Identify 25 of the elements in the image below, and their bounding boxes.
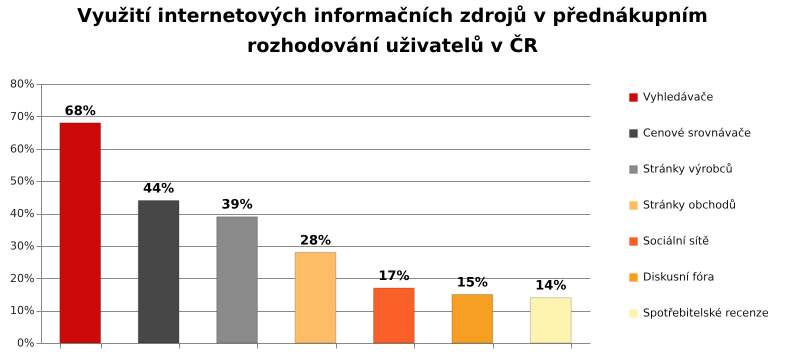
y-tick-label: 60% [10, 142, 34, 156]
data-label: 17% [378, 268, 410, 284]
y-tick-label: 0% [17, 336, 34, 350]
y-tick-label: 20% [10, 272, 34, 285]
legend-label: Stránky obchodů [643, 198, 736, 212]
y-tick-label: 30% [10, 239, 34, 252]
y-tick-label: 40% [10, 207, 34, 220]
y-tick-label: 10% [10, 304, 34, 318]
y-tick-label: 80% [10, 78, 34, 90]
data-label: 28% [300, 233, 332, 248]
data-label: 14% [535, 278, 566, 294]
legend-label: Diskusní fóra [643, 270, 714, 284]
legend-label: Cenové srovnávače [643, 126, 752, 140]
data-label: 39% [222, 198, 253, 213]
data-label: 44% [143, 182, 174, 197]
legend-label: Spotřebitelské recenze [643, 306, 769, 320]
text: Využití internetových informačních zdrojů v přednákupním [77, 5, 708, 27]
legend-label: Stránky výrobců [643, 162, 733, 176]
y-tick-label: 50% [10, 174, 34, 188]
legend-label: Sociální sítě [643, 234, 710, 248]
text: rozhodování uživatelů v ČR [246, 35, 538, 57]
data-label: 15% [456, 275, 488, 290]
data-label: 68% [64, 104, 96, 119]
legend-label: Vyhledávače [643, 90, 714, 104]
y-tick-label: 70% [10, 110, 34, 123]
